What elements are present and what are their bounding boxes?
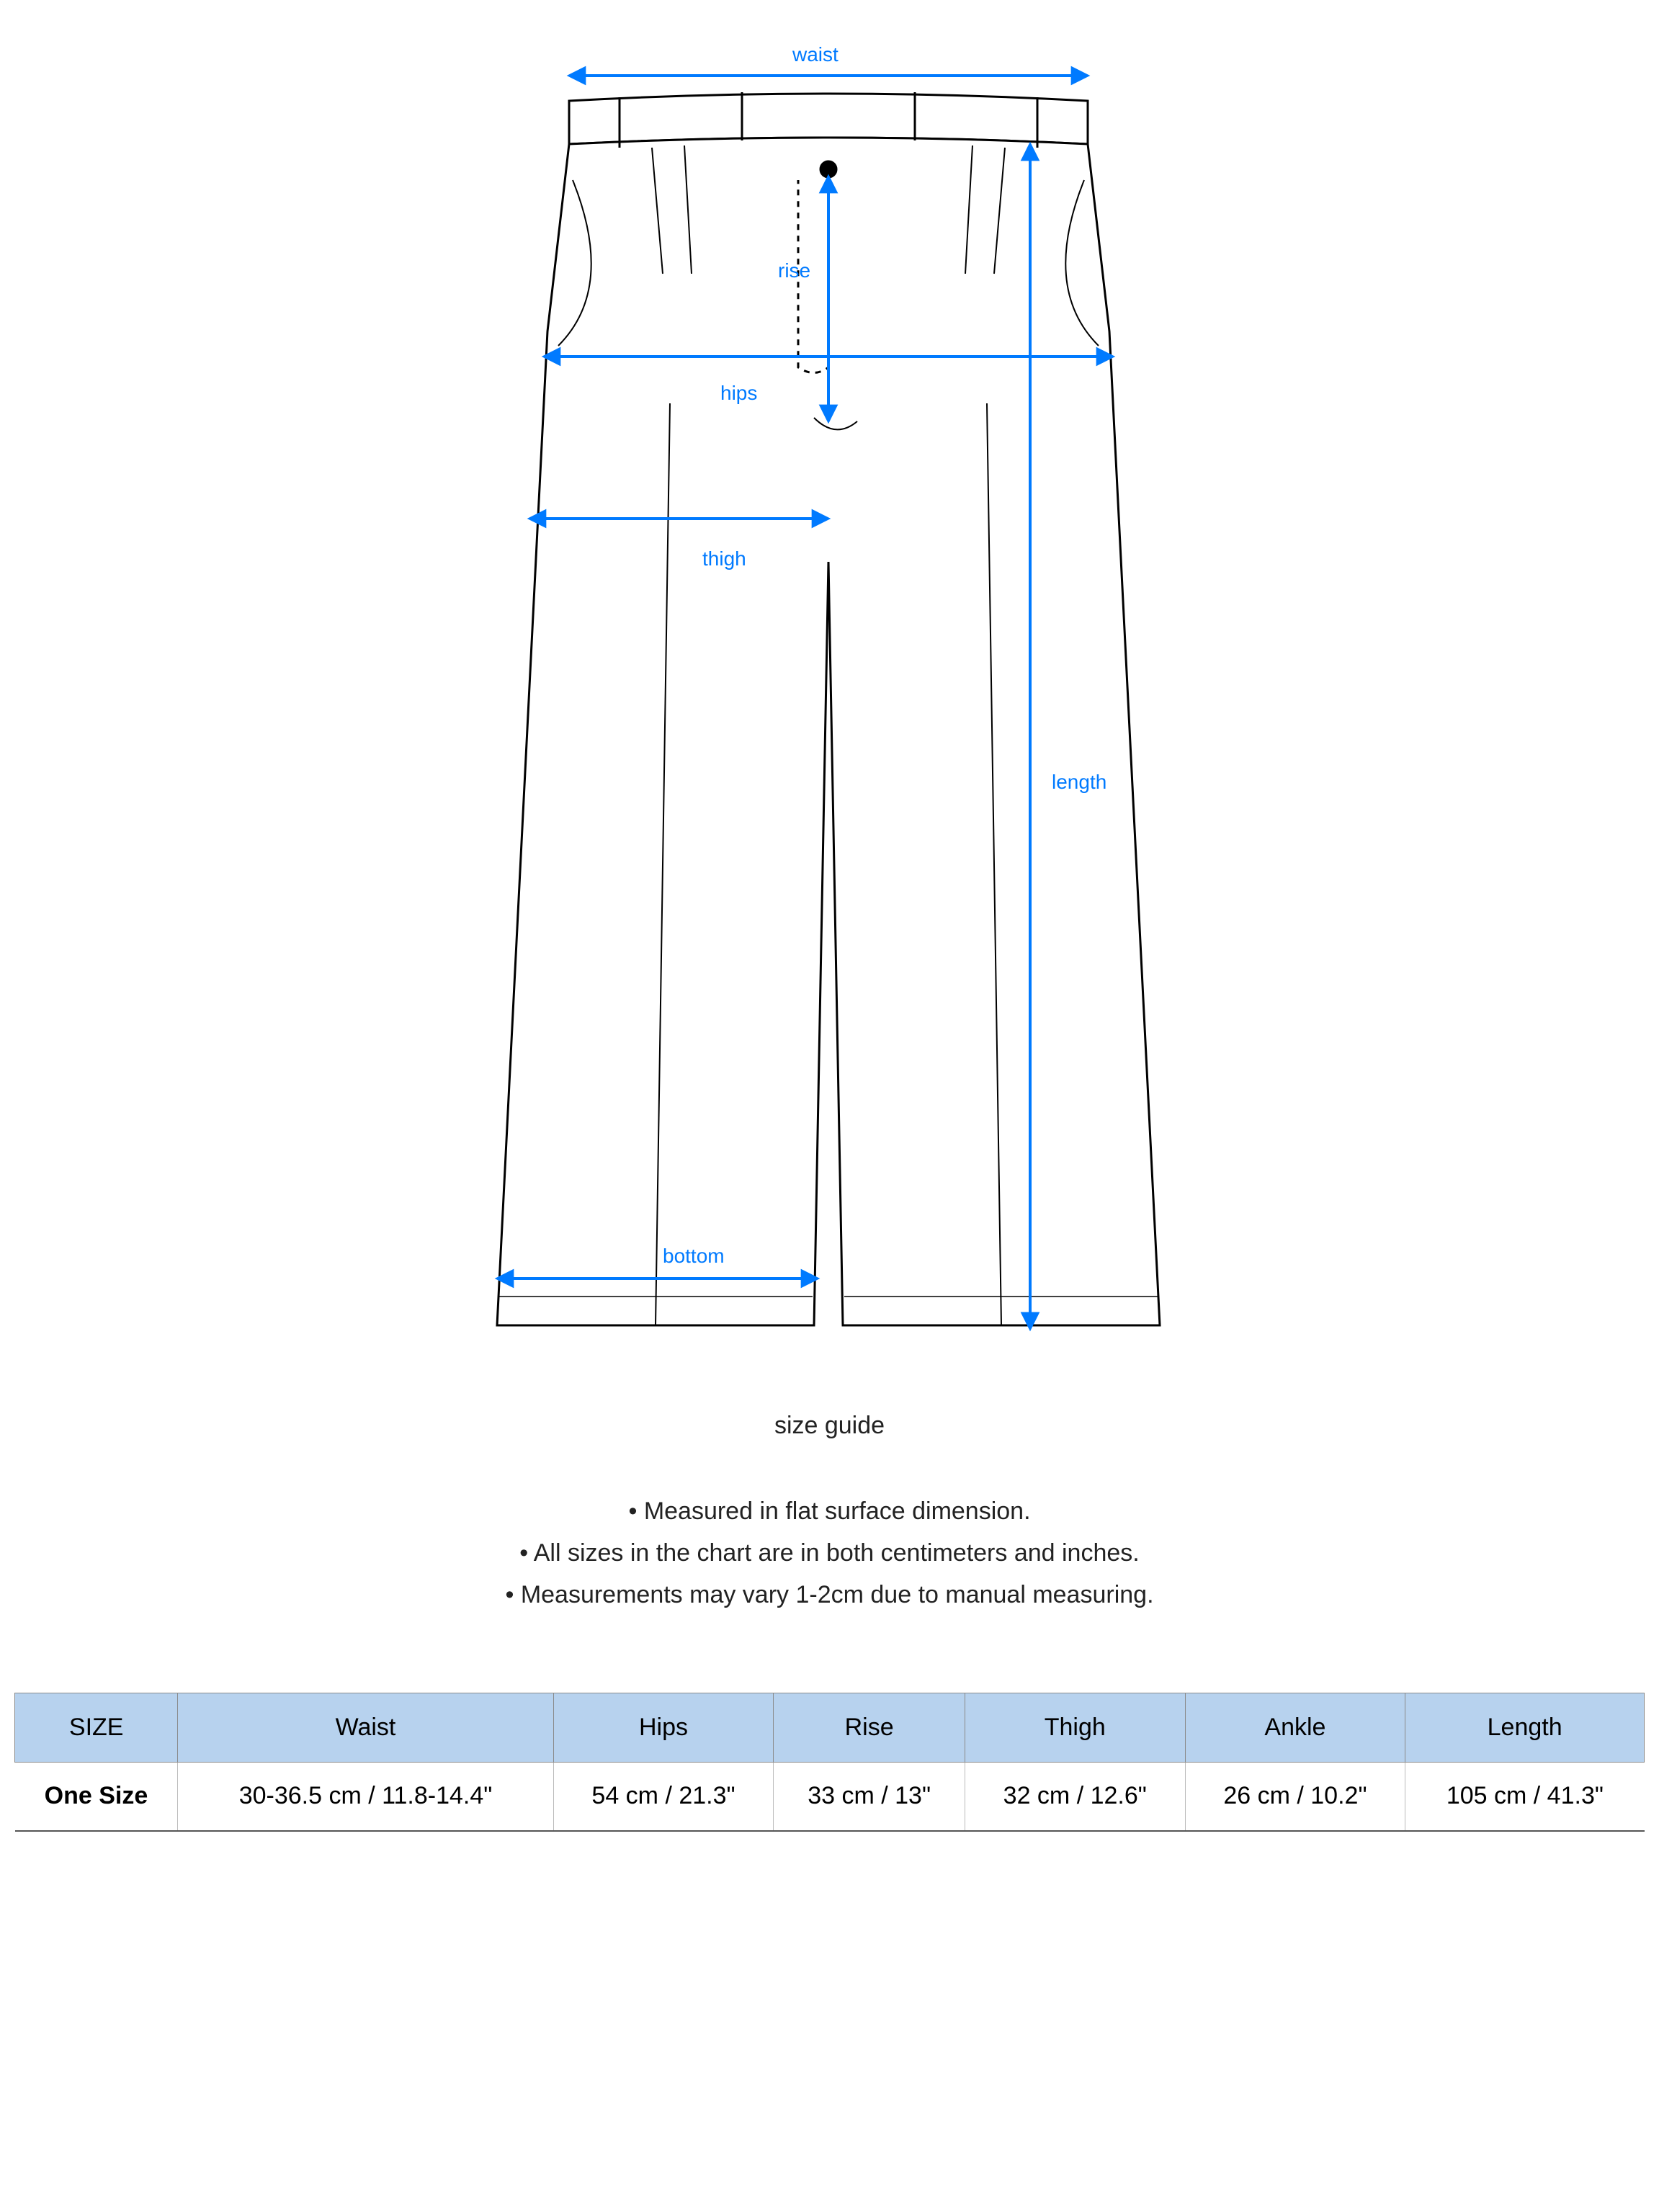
size-table: SIZE Waist Hips Rise Thigh Ankle Length … <box>14 1693 1645 1832</box>
label-thigh: thigh <box>702 547 746 570</box>
note-item: All sizes in the chart are in both centi… <box>326 1533 1334 1575</box>
diagram-title: size guide <box>0 1412 1659 1440</box>
cell-thigh: 32 cm / 12.6" <box>965 1763 1185 1831</box>
size-diagram: waist rise hips thigh length bottom <box>0 0 1659 1390</box>
cell-length: 105 cm / 41.3" <box>1405 1763 1645 1831</box>
table-header-row: SIZE Waist Hips Rise Thigh Ankle Length <box>15 1693 1645 1763</box>
cell-rise: 33 cm / 13" <box>774 1763 965 1831</box>
size-table-wrap: SIZE Waist Hips Rise Thigh Ankle Length … <box>14 1693 1645 1832</box>
label-bottom: bottom <box>663 1245 725 1268</box>
cell-size: One Size <box>15 1763 178 1831</box>
label-hips: hips <box>720 382 757 405</box>
col-size: SIZE <box>15 1693 178 1763</box>
label-length: length <box>1052 771 1106 794</box>
cell-waist: 30-36.5 cm / 11.8-14.4" <box>178 1763 553 1831</box>
note-item: Measurements may vary 1-2cm due to manua… <box>326 1575 1334 1616</box>
col-thigh: Thigh <box>965 1693 1185 1763</box>
note-item: Measured in flat surface dimension. <box>326 1491 1334 1533</box>
col-ankle: Ankle <box>1185 1693 1405 1763</box>
label-rise: rise <box>778 259 810 282</box>
notes-block: Measured in flat surface dimension. All … <box>0 1491 1659 1616</box>
col-waist: Waist <box>178 1693 553 1763</box>
col-length: Length <box>1405 1693 1645 1763</box>
pants-outline <box>454 58 1203 1390</box>
cell-ankle: 26 cm / 10.2" <box>1185 1763 1405 1831</box>
col-hips: Hips <box>553 1693 774 1763</box>
label-waist: waist <box>792 43 839 66</box>
table-row: One Size 30-36.5 cm / 11.8-14.4" 54 cm /… <box>15 1763 1645 1831</box>
col-rise: Rise <box>774 1693 965 1763</box>
cell-hips: 54 cm / 21.3" <box>553 1763 774 1831</box>
